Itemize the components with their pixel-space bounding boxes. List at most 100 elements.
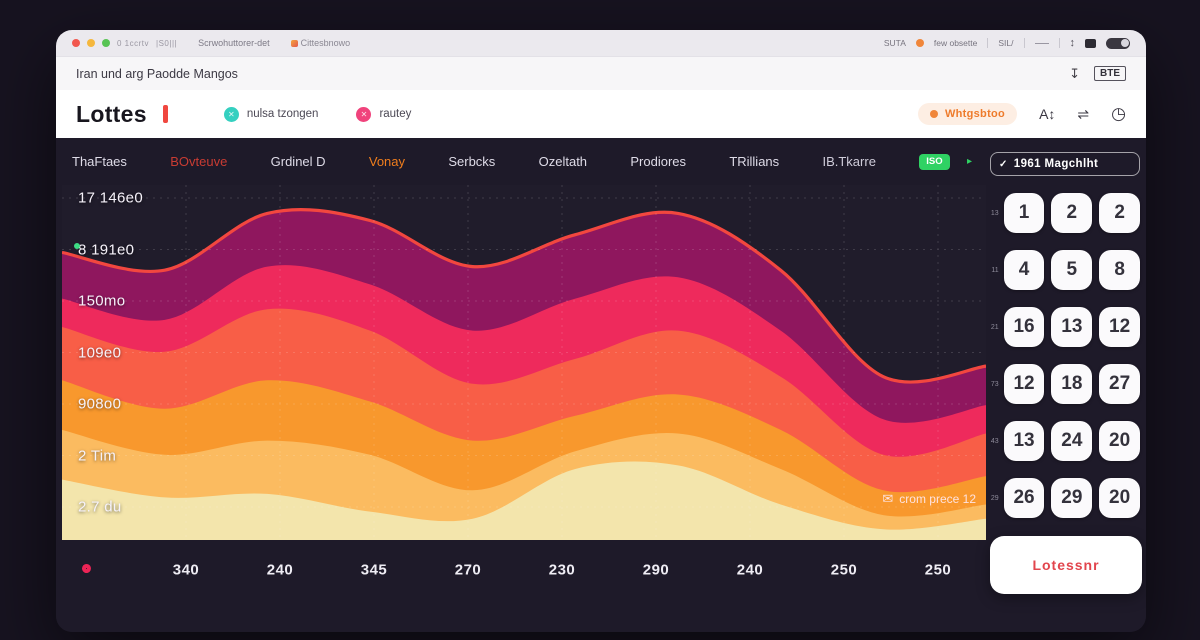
number-tile[interactable]: 20	[1099, 421, 1141, 461]
main-area: ThaFtaes BOvteuve Grdinel D Vonay Serbcks Oze…	[56, 138, 1146, 632]
x-axis-label: 240	[266, 561, 294, 579]
traffic-close-button[interactable]	[72, 39, 80, 47]
chrome-menu-item[interactable]: SUTA	[883, 38, 906, 48]
x-axis-label: 250	[830, 561, 858, 579]
notification-badge[interactable]: Whtgsbtoo	[917, 103, 1018, 125]
lottery-action-button[interactable]: Lotessnr	[990, 536, 1142, 594]
results-panel: ✓ 1961 Magchlht 13 1 2 2 11 4 5 8 21 16 13 12 73 12 18…	[986, 138, 1146, 632]
number-tile[interactable]: 2	[1099, 193, 1141, 233]
number-tile[interactable]: 12	[1099, 307, 1141, 347]
number-tile[interactable]: 27	[1099, 364, 1141, 404]
stacked-area-chart: 17 146e0 8 191e0 150mo 109e0 908o0 2 Tim 2.7 d…	[62, 185, 986, 540]
legend-dot-icon: ✕	[356, 106, 372, 122]
row-label: 13	[990, 209, 999, 217]
filter-tab[interactable]: BOvteuve	[170, 154, 228, 169]
x-axis: 340 240 345 270 230 290 240 250 250	[56, 540, 986, 600]
minimize-icon[interactable]	[1034, 42, 1049, 44]
legend-item[interactable]: ✕ nulsa tzongen	[223, 106, 318, 122]
accent-bar	[162, 105, 168, 123]
updown-arrows-icon[interactable]: ↕	[1069, 37, 1076, 49]
row-label: 11	[991, 266, 999, 274]
envelope-icon: ✉	[882, 491, 894, 506]
x-axis-label: 240	[736, 561, 764, 579]
chrome-left-text: 0 1ccrtv	[117, 38, 150, 48]
tab-favicon-icon	[290, 39, 298, 47]
window-mode-icon[interactable]	[1085, 38, 1096, 48]
chrome-menu-item[interactable]: SIL/	[998, 38, 1014, 48]
app-header: Lottes ✕ nulsa tzongen ✕ rautey Whtgsbto…	[56, 90, 1146, 138]
legend-item[interactable]: ✕ rautey	[356, 106, 411, 122]
number-tile[interactable]: 18	[1051, 364, 1093, 404]
gridlines	[62, 185, 986, 540]
number-tile[interactable]: 1	[1003, 193, 1045, 233]
number-tile[interactable]: 20	[1099, 478, 1141, 518]
filter-tab[interactable]: ThaFtaes	[72, 154, 127, 169]
number-tile[interactable]: 13	[1051, 307, 1093, 347]
number-tile[interactable]: 4	[1003, 250, 1045, 290]
number-row: 13 1 2 2	[988, 193, 1142, 233]
browser-window: 0 1ccrtv |S0||| Scrwohuttorer-det Cittes…	[56, 30, 1146, 632]
record-dot-icon[interactable]	[80, 562, 93, 575]
filter-tab[interactable]: Grdinel D	[270, 154, 326, 169]
chart-annotation[interactable]: ✉ crom prece 12	[882, 491, 976, 506]
theme-toggle[interactable]	[1106, 37, 1130, 49]
url-bar-row: Iran und arg Paodde Mangos ↧ BTE	[56, 56, 1146, 90]
marker-dot-icon	[74, 243, 80, 249]
page-title: Lottes	[76, 100, 147, 127]
clock-icon[interactable]: ◷	[1111, 104, 1126, 123]
row-label: 43	[990, 437, 999, 445]
legend-dot-icon: ✕	[223, 106, 239, 122]
number-row: 43 13 24 20	[988, 421, 1142, 461]
x-axis-label: 250	[924, 561, 952, 579]
chrome-menu-item[interactable]: few obsette	[933, 38, 978, 48]
number-tile[interactable]: 12	[1003, 364, 1045, 404]
number-tile[interactable]: 24	[1051, 421, 1093, 461]
y-axis-label: 2.7 du	[78, 498, 122, 516]
tab-title[interactable]: Scrwohuttorer-det	[198, 38, 270, 48]
x-axis-label: 270	[454, 561, 482, 579]
layer-cream	[62, 461, 986, 540]
x-axis-label: 345	[360, 561, 388, 579]
number-tile[interactable]: 8	[1099, 250, 1141, 290]
filter-tab[interactable]: Vonay	[368, 154, 406, 169]
number-tile[interactable]: 26	[1003, 478, 1045, 518]
y-axis-label: 109e0	[78, 344, 122, 361]
number-tile[interactable]: 5	[1051, 250, 1093, 290]
number-tile[interactable]: 29	[1051, 478, 1093, 518]
sort-az-icon[interactable]: A↕	[1039, 106, 1056, 122]
check-icon: ✓	[999, 158, 1008, 170]
filter-tab[interactable]: Prodiores	[630, 154, 686, 169]
number-tile[interactable]: 16	[1003, 307, 1045, 347]
tab-secondary[interactable]: Cittesbnowo	[290, 38, 350, 48]
y-axis-label: 8 191e0	[78, 241, 135, 258]
number-rows: 13 1 2 2 11 4 5 8 21 16 13 12 73 12 18 27 43 13 24 20 29 26 29…	[988, 193, 1142, 518]
bte-extension-button[interactable]: BTE	[1094, 66, 1126, 81]
filter-tab[interactable]: Ozeltath	[538, 154, 588, 169]
filter-tab[interactable]: TRillians	[729, 154, 780, 169]
row-label: 21	[990, 323, 999, 331]
live-badge[interactable]: ISO	[919, 153, 950, 170]
filter-tab[interactable]: IB.Tkarre	[822, 154, 876, 169]
row-label: 29	[990, 494, 999, 502]
draw-selector[interactable]: ✓ 1961 Magchlht	[990, 152, 1140, 176]
number-row: 21 16 13 12	[988, 307, 1142, 347]
number-tile[interactable]: 2	[1051, 193, 1093, 233]
caret-icon: ▸	[966, 156, 972, 167]
profile-dot-icon	[915, 39, 924, 47]
page-address-text[interactable]: Iran und arg Paodde Mangos	[76, 66, 238, 81]
badge-dot-icon	[929, 110, 938, 118]
filter-tab[interactable]: Serbcks	[448, 154, 496, 169]
chart-canvas	[62, 185, 986, 540]
divider	[1023, 38, 1025, 48]
row-label: 73	[990, 380, 999, 388]
traffic-zoom-button[interactable]	[102, 39, 110, 47]
chrome-left-mini: |S0|||	[156, 38, 178, 48]
y-axis-label: 17 146e0	[78, 189, 143, 207]
shuffle-icon[interactable]: ⇌	[1077, 105, 1090, 122]
y-axis-label: 2 Tim	[78, 447, 117, 464]
number-tile[interactable]: 13	[1003, 421, 1045, 461]
download-icon[interactable]: ↧	[1069, 65, 1080, 81]
traffic-minimize-button[interactable]	[87, 39, 95, 47]
number-row: 73 12 18 27	[988, 364, 1142, 404]
y-axis-label: 150mo	[78, 292, 126, 310]
